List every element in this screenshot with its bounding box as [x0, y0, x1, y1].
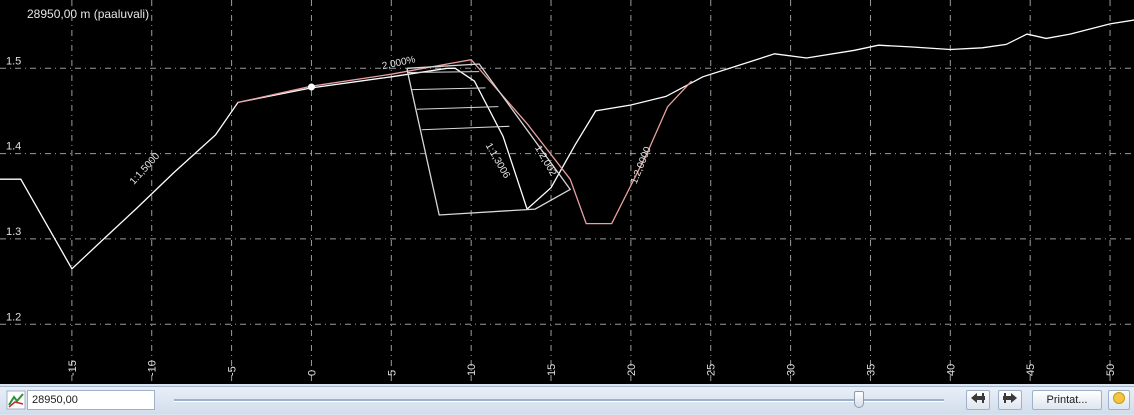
sun-icon — [1111, 390, 1127, 411]
next-station-button[interactable] — [998, 390, 1022, 410]
y-tick-label: 1.5 — [6, 55, 21, 67]
slope-label: 2,000% — [381, 54, 417, 72]
road-layer-line — [421, 125, 510, 131]
y-tick-label: 1.4 — [6, 141, 21, 153]
centerline-marker — [307, 83, 315, 91]
prev-station-button[interactable] — [966, 390, 990, 410]
station-slider-thumb[interactable] — [854, 391, 865, 408]
x-tick-label: -15 — [67, 360, 79, 376]
station-input[interactable] — [27, 390, 155, 410]
x-tick-label: 0 — [306, 370, 318, 376]
road-layer-line — [412, 87, 486, 91]
x-tick-label: -10 — [147, 360, 159, 376]
station-slider-track[interactable] — [174, 399, 944, 402]
road-layer-line — [407, 71, 480, 74]
x-tick-label: 25 — [706, 364, 718, 376]
slope-label: 1:1,3006 — [483, 141, 512, 181]
y-tick-label: 1.3 — [6, 226, 21, 238]
road-layer-line — [416, 106, 499, 110]
slope-label: 1:2,0000 — [629, 145, 654, 186]
profile-line — [237, 58, 693, 225]
x-tick-label: 5 — [386, 370, 398, 376]
station-title: 28950,00 m (paaluvali) — [27, 7, 150, 21]
profile-line — [406, 63, 572, 216]
x-tick-label: 15 — [546, 364, 558, 376]
y-tick-label: 1.2 — [6, 311, 21, 323]
x-tick-label: 45 — [1025, 364, 1037, 376]
profile-line — [0, 19, 1134, 270]
profile-tool-icon[interactable] — [6, 390, 26, 410]
print-button[interactable]: Printat... — [1032, 390, 1102, 410]
sun-button[interactable] — [1108, 390, 1130, 410]
cross-section-plot[interactable]: -15 -10 -5 0 5 10 15 20 25 30 35 40 45 50 1.2 1.3 1.4 1.5… — [0, 0, 1134, 384]
x-tick-label: 10 — [466, 364, 478, 376]
slope-label: 1:1,5000 — [128, 151, 163, 188]
x-tick-label: 40 — [945, 364, 957, 376]
x-tick-label: 20 — [626, 364, 638, 376]
slope-label: 1:2,002 — [532, 144, 558, 179]
arrow-right-icon — [1002, 391, 1018, 409]
x-tick-label: 30 — [786, 364, 798, 376]
arrow-left-icon — [970, 391, 986, 409]
bottom-toolbar: Printat... — [0, 386, 1134, 414]
cross-section-chart: -15 -10 -5 0 5 10 15 20 25 30 35 40 45 50 1.2 1.3 1.4 1.5… — [0, 0, 1134, 384]
x-tick-label: -5 — [227, 366, 239, 376]
x-tick-label: 50 — [1105, 364, 1117, 376]
x-tick-label: 35 — [865, 364, 877, 376]
